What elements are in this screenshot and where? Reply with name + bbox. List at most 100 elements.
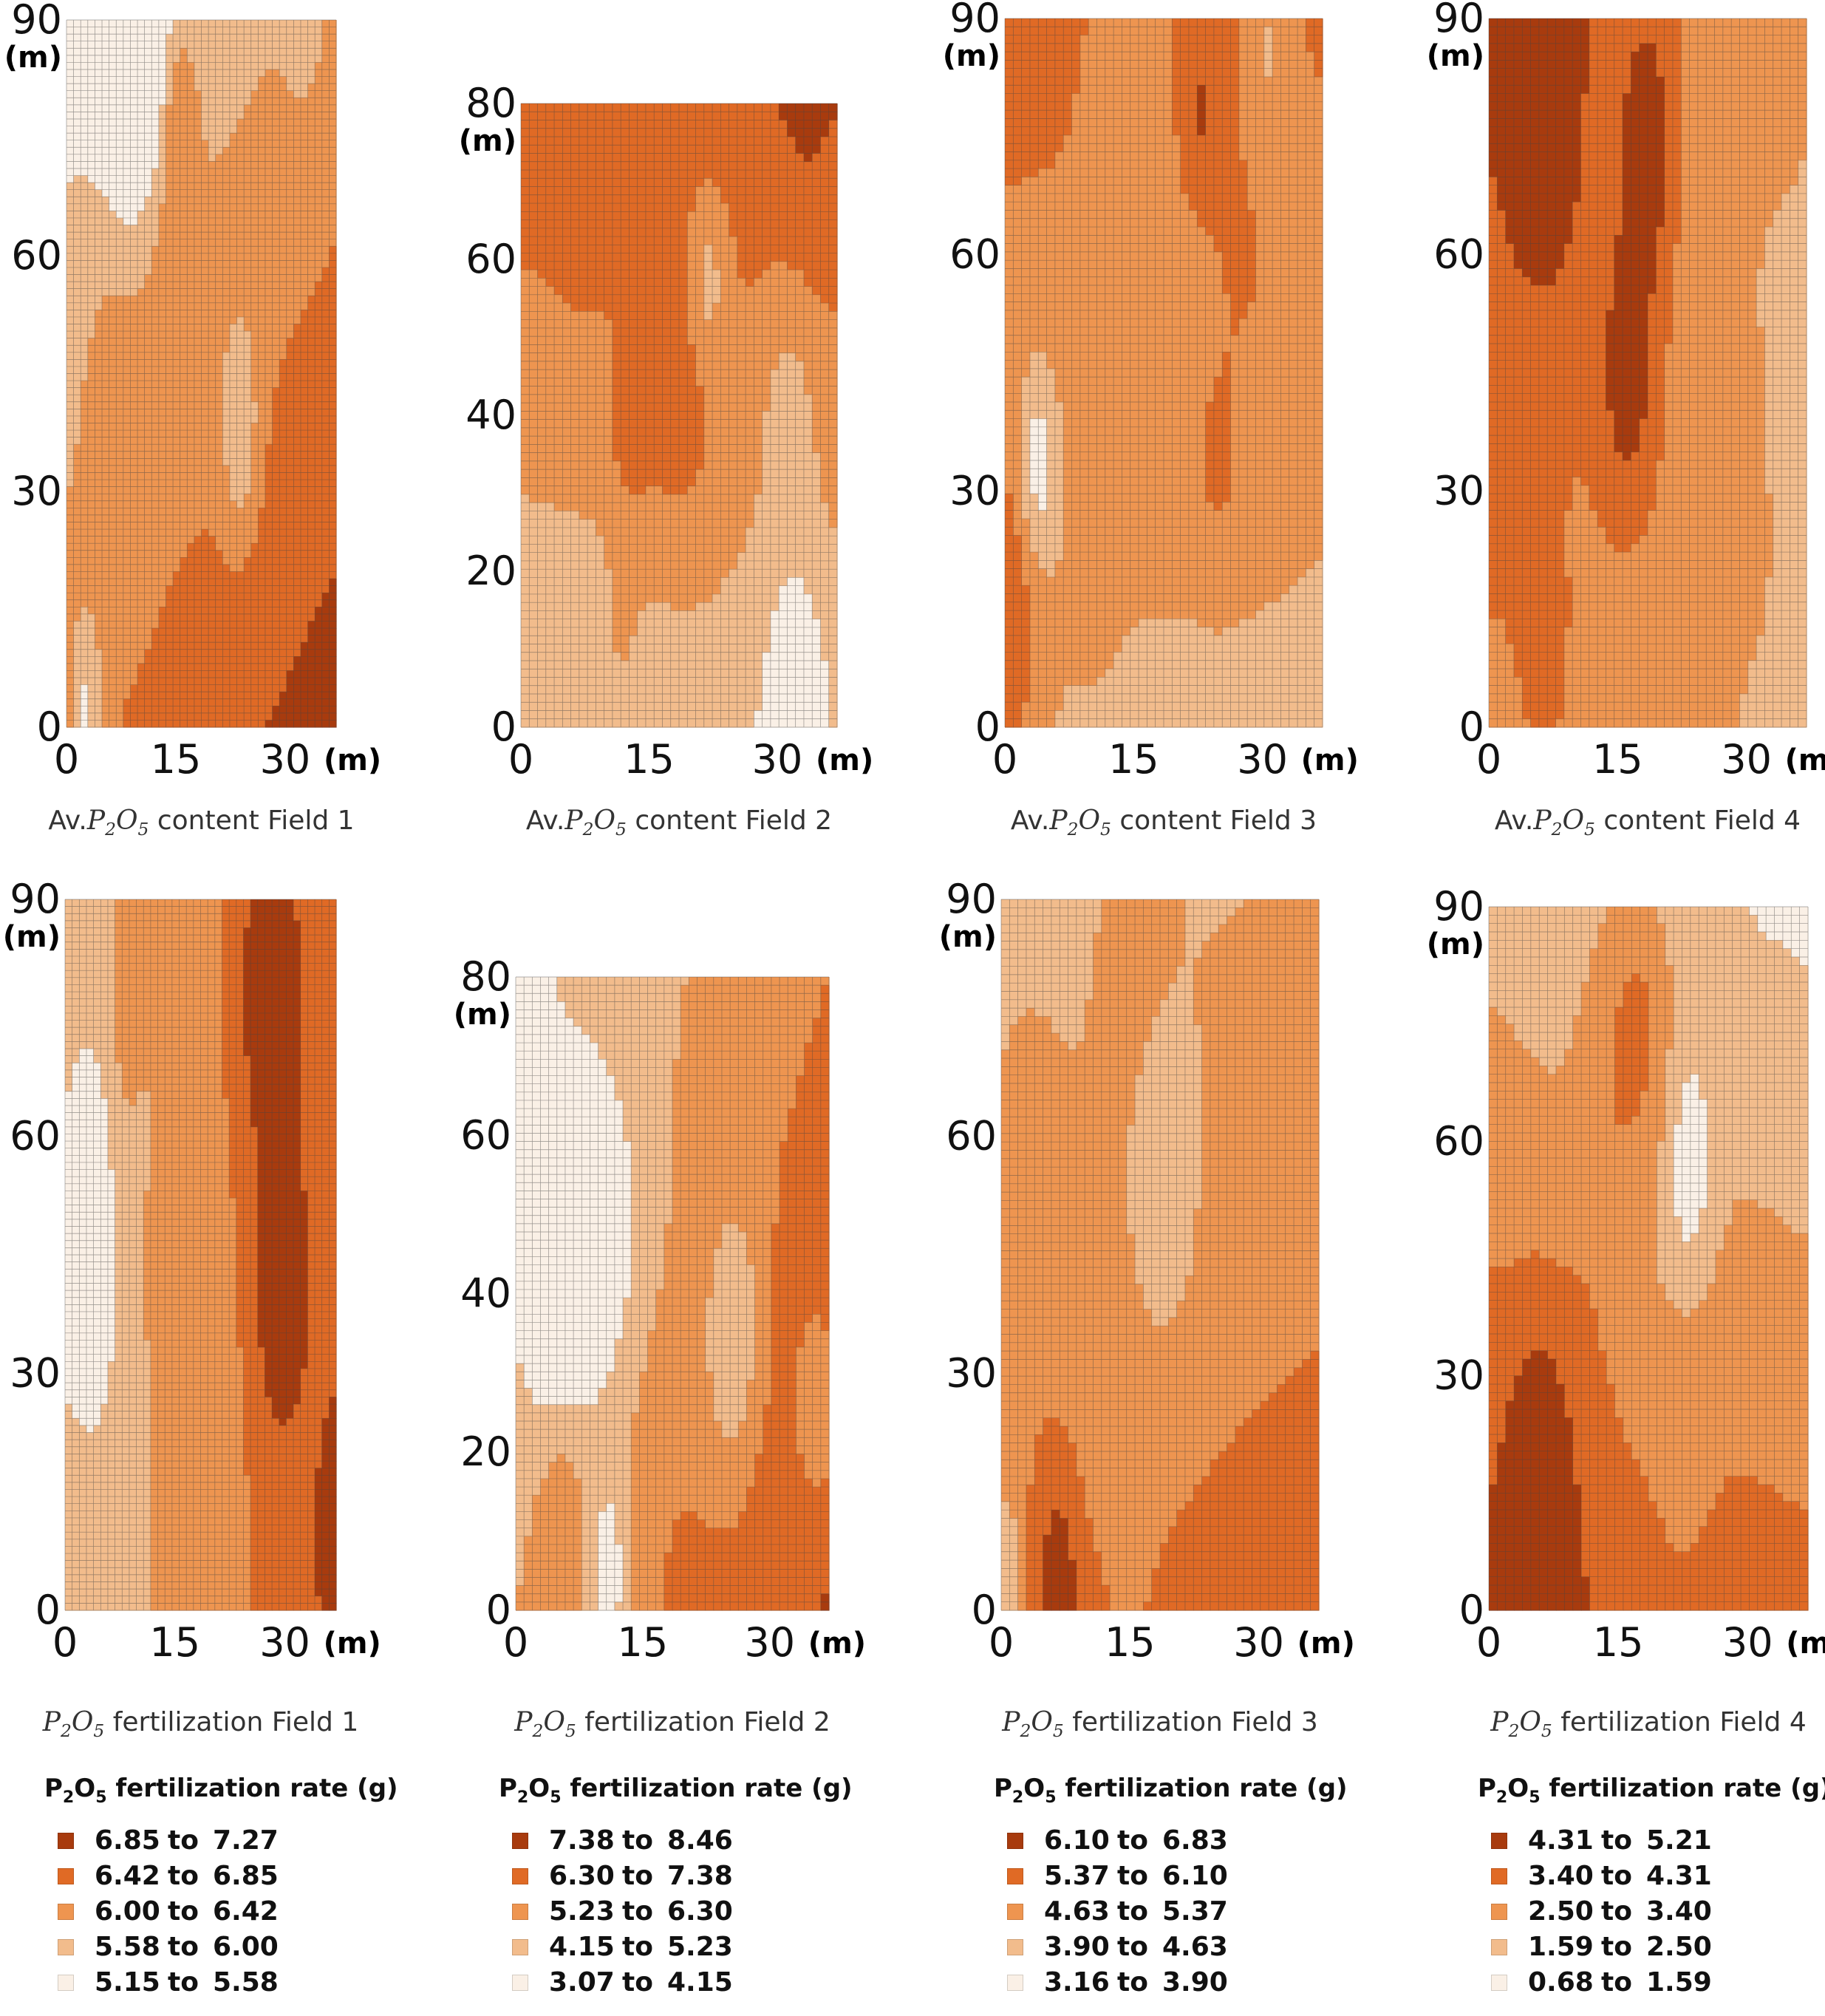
y-unit-label: (m): [1427, 927, 1484, 961]
y-tick-label: 60: [1433, 1117, 1484, 1164]
x-unit-label: (m): [324, 1627, 381, 1661]
legend-swatch: [1007, 1868, 1023, 1884]
caption-suffix: fertilization Field 2: [576, 1707, 830, 1737]
x-tick-label: 15: [149, 1619, 200, 1666]
legend-low: 6.42: [95, 1861, 154, 1891]
legend-low: 5.15: [95, 1967, 154, 1998]
legend-low: 7.38: [549, 1825, 608, 1856]
y-tick-label: 20: [460, 1428, 511, 1475]
y-tick-label: 30: [1433, 1352, 1484, 1399]
x-tick-label: 30: [260, 736, 311, 783]
legend-swatch: [1491, 1904, 1507, 1920]
y-tick-label: 20: [465, 548, 516, 594]
x-unit-label: (m): [816, 743, 873, 777]
legend-swatch: [512, 1868, 528, 1884]
caption-suffix: fertilization Field 3: [1064, 1707, 1318, 1737]
caption-symbol: P2O5: [1490, 1707, 1552, 1737]
y-tick-label: 80: [460, 953, 511, 1000]
caption-suffix: content Field 3: [1111, 806, 1317, 836]
caption-symbol: P2O5: [564, 806, 627, 836]
legend-high: 5.23: [667, 1932, 726, 1962]
legend-swatch: [58, 1975, 74, 1991]
legend-swatch: [58, 1833, 74, 1849]
x-unit-label: (m): [1786, 1627, 1825, 1661]
x-tick-label: 0: [503, 1619, 528, 1666]
legend-swatch: [1007, 1904, 1023, 1920]
y-tick-label: 80: [465, 80, 516, 126]
legend-to: to: [1103, 1967, 1162, 1998]
legend-low: 6.30: [549, 1861, 608, 1891]
legend-low: 3.90: [1044, 1932, 1103, 1962]
legend-to: to: [154, 1825, 213, 1856]
x-tick-label: 0: [989, 1619, 1014, 1666]
x-unit-label: (m): [324, 743, 381, 777]
caption-prefix: Av.: [526, 806, 564, 836]
legend-to: to: [1587, 1967, 1646, 1998]
legend-low: 3.07: [549, 1967, 608, 1998]
panel-caption: P2O5 fertilization Field 4: [1427, 1707, 1825, 1741]
legend-to: to: [1103, 1861, 1162, 1891]
legend-high: 1.59: [1646, 1967, 1705, 1998]
y-tick-label: 90: [11, 0, 62, 43]
legend-to: to: [608, 1825, 667, 1856]
legend-high: 3.90: [1162, 1967, 1221, 1998]
x-tick-label: 0: [1476, 736, 1501, 783]
legend-to: to: [1587, 1825, 1646, 1856]
caption-prefix: Av.: [1011, 806, 1049, 836]
x-tick-label: 15: [624, 736, 675, 783]
legend-title: P2O5 fertilization rate (g): [1478, 1774, 1825, 1807]
y-unit-label: (m): [943, 39, 1000, 73]
panel-caption: P2O5 fertilization Field 3: [938, 1707, 1382, 1741]
legend-high: 7.38: [667, 1861, 726, 1891]
legend-to: to: [1587, 1861, 1646, 1891]
legend-low: 5.37: [1044, 1861, 1103, 1891]
panel-caption: Av.P2O5 content Field 3: [942, 806, 1385, 840]
y-tick-label: 30: [11, 468, 62, 514]
legend-swatch: [58, 1868, 74, 1884]
x-tick-label: 0: [1476, 1619, 1501, 1666]
legend-to: to: [1587, 1896, 1646, 1927]
x-unit-label: (m): [1785, 743, 1825, 777]
legend-high: 8.46: [667, 1825, 726, 1856]
legend-to: to: [1103, 1932, 1162, 1962]
x-tick-label: 30: [1721, 736, 1772, 783]
legend-high: 6.30: [667, 1896, 726, 1927]
y-tick-label: 30: [949, 467, 1000, 514]
y-tick-label: 60: [1433, 231, 1484, 278]
map-grid: [66, 20, 336, 727]
legend-swatch: [512, 1833, 528, 1849]
x-tick-label: 15: [1105, 1619, 1156, 1666]
caption-prefix: Av.: [1495, 806, 1533, 836]
y-unit-label: (m): [939, 920, 997, 954]
panel-caption: Av.P2O5 content Field 2: [457, 806, 901, 840]
legend-swatch: [1491, 1833, 1507, 1849]
legend-low: 6.85: [95, 1825, 154, 1856]
caption-suffix: fertilization Field 4: [1552, 1707, 1807, 1737]
legend-swatch: [58, 1904, 74, 1920]
legend-low: 4.31: [1528, 1825, 1587, 1856]
legend-to: to: [154, 1896, 213, 1927]
legend-low: 4.15: [549, 1932, 608, 1962]
x-tick-label: 15: [1592, 736, 1643, 783]
legend-high: 6.83: [1162, 1825, 1221, 1856]
y-tick-label: 90: [949, 0, 1000, 41]
y-tick-label: 40: [465, 392, 516, 438]
